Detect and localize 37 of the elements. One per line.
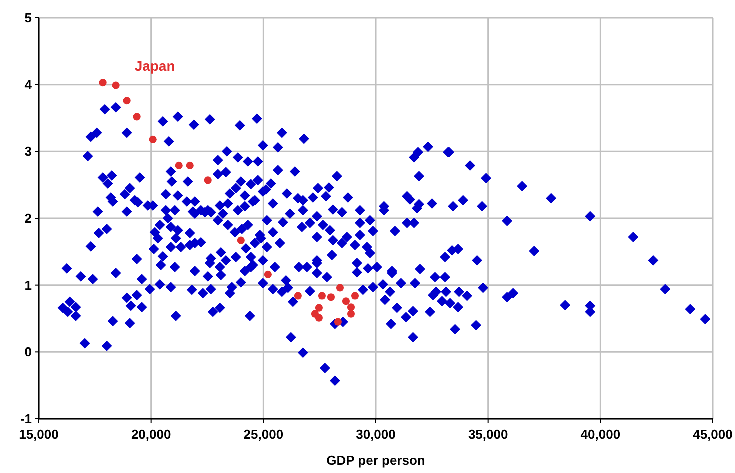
- x-tick-label: 30,000: [356, 427, 396, 442]
- point: [99, 79, 107, 87]
- point: [237, 236, 245, 244]
- point: [318, 292, 326, 300]
- x-tick-label: 35,000: [468, 427, 508, 442]
- point: [149, 136, 157, 144]
- y-tick-label: 4: [24, 77, 33, 92]
- y-tick-label: 1: [24, 278, 32, 293]
- x-tick-label: 25,000: [244, 427, 284, 442]
- point: [342, 298, 350, 306]
- point: [186, 162, 194, 170]
- point: [175, 162, 183, 170]
- point: [347, 310, 356, 318]
- point: [204, 176, 212, 184]
- point: [336, 284, 344, 292]
- point: [351, 292, 360, 300]
- point: [315, 304, 323, 312]
- x-tick-label: 45,000: [693, 427, 733, 442]
- x-tick-label: 40,000: [580, 427, 621, 442]
- point: [123, 97, 131, 105]
- series-label: Japan: [134, 58, 176, 74]
- point: [264, 270, 272, 278]
- point: [327, 294, 336, 302]
- point: [112, 82, 120, 90]
- point: [294, 292, 302, 300]
- y-tick-label: 0: [24, 344, 32, 360]
- point: [133, 113, 141, 121]
- x-tick-label: 15,000: [19, 427, 59, 442]
- y-tick-label: -1: [20, 412, 32, 427]
- y-tick-label: 5: [24, 10, 32, 26]
- y-tick-label: 3: [24, 144, 32, 160]
- x-axis-title: GDP per person: [326, 453, 426, 468]
- point: [315, 314, 323, 322]
- point: [347, 304, 356, 312]
- x-tick-label: 20,000: [131, 427, 172, 442]
- point: [334, 318, 342, 326]
- y-tick-label: 2: [24, 211, 32, 226]
